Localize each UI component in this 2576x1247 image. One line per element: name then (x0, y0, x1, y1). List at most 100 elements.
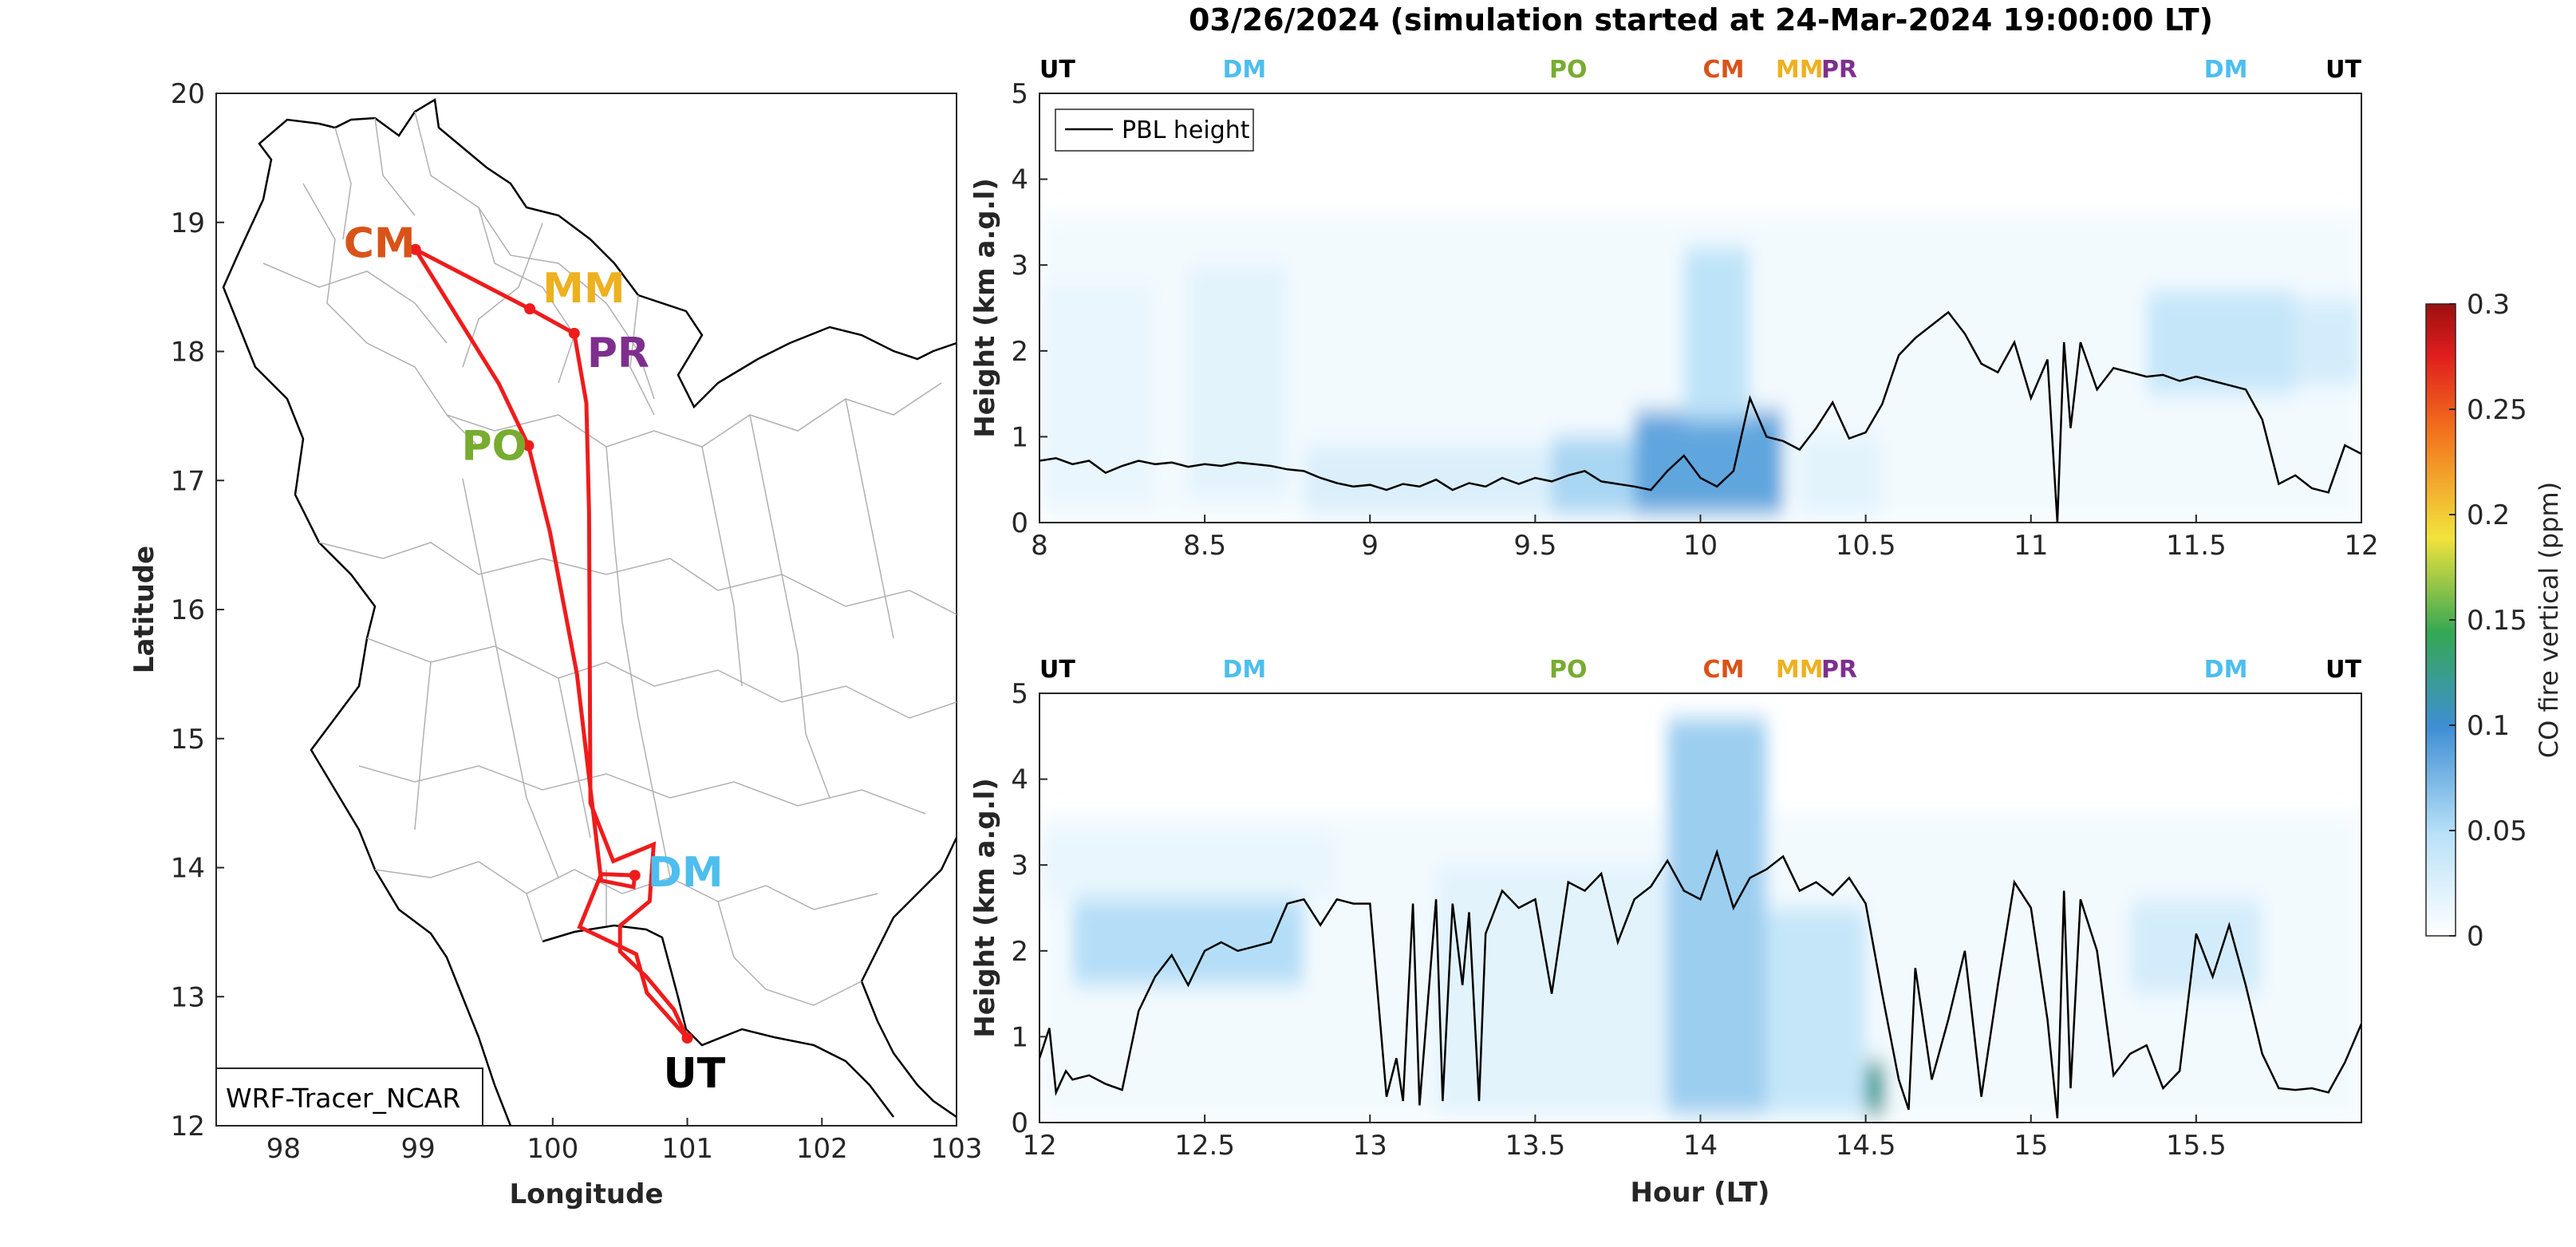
top-y-tick-label: 0 (1011, 507, 1028, 539)
map-sites: CM MM PR PO DM UT (344, 220, 726, 1098)
bottom-x-tick-label: 15 (2014, 1130, 2048, 1162)
map-x-tick-label: 99 (400, 1133, 435, 1165)
site-marker-ut (681, 1032, 693, 1044)
top-site-label-ut: UT (1039, 56, 1075, 84)
top-heat-cell (1039, 282, 1155, 506)
top-x-tick-label: 10.5 (1836, 530, 1896, 562)
colorbar-tick-label: 0.3 (2467, 289, 2510, 321)
map-y-tick-label: 18 (171, 337, 205, 369)
map-y-tick-label: 20 (171, 78, 205, 110)
bottom-heat-cell (1865, 1062, 1886, 1115)
bottom-site-label-cm: CM (1703, 656, 1745, 684)
top-site-label-mm: MM (1776, 56, 1824, 84)
bottom-x-tick-label: 13.5 (1505, 1130, 1566, 1162)
top-x-tick-label: 9.5 (1513, 530, 1556, 562)
map-xlabel: Longitude (509, 1178, 663, 1210)
colorbar-tick-label: 0 (2467, 921, 2484, 953)
country-border-north (238, 97, 957, 409)
colorbar-tick-label: 0.25 (2467, 394, 2527, 426)
bottom-site-label-mm: MM (1776, 656, 1824, 684)
site-marker-mm (524, 303, 536, 315)
top-heat-cell (1634, 411, 1784, 515)
top-x-tick-label: 9 (1361, 530, 1379, 562)
legend: PBL height (1055, 109, 1254, 152)
top-heat-cell (2146, 290, 2296, 394)
model-label: WRF-Tracer_NCAR (226, 1083, 460, 1114)
site-label-ut: UT (664, 1050, 726, 1098)
top-site-label-ut: UT (2326, 56, 2361, 84)
map-boundaries (222, 97, 957, 1126)
colorbar: 0 0.05 0.1 0.15 0.2 0.25 0.3 CO fire vertical … (2425, 289, 2564, 953)
top-y-tick-label: 2 (1011, 336, 1028, 368)
map-x-tick-label: 103 (931, 1133, 983, 1165)
bottom-x-tick-label: 14 (1683, 1130, 1718, 1162)
top-x-tick-label: 11 (2014, 530, 2048, 562)
bottom-heatmap (1039, 719, 2361, 1123)
bottom-xlabel: Hour (LT) (1631, 1177, 1770, 1209)
top-y-ticks: 0 1 2 3 4 5 (1011, 78, 1047, 539)
model-label-box (215, 1067, 483, 1127)
bottom-x-tick-label: 12.5 (1174, 1130, 1235, 1162)
bottom-y-ticks: 0 1 2 3 4 5 (1011, 678, 1047, 1139)
bottom-y-tick-label: 3 (1011, 850, 1028, 882)
top-x-ticks: 8 8.5 9 9.5 10 10.5 11 11.5 12 (1031, 515, 2379, 562)
site-label-dm: DM (648, 849, 724, 897)
bottom-site-label-ut: UT (2326, 656, 2361, 684)
map-y-tick-label: 17 (171, 465, 205, 497)
bottom-site-label-ut: UT (1039, 656, 1075, 684)
top-heat-cell (1304, 445, 1552, 515)
colorbar-tick-label: 0.1 (2467, 710, 2510, 742)
top-site-label-pr: PR (1821, 56, 1857, 84)
map-panel: CM MM PR PO DM UT 98 99 100 101 102 103 12 13 14 15 16… (128, 78, 982, 1210)
map-y-tick-label: 13 (171, 981, 205, 1013)
bottom-site-label-dm: DM (2204, 656, 2248, 684)
top-heat-cell (1188, 265, 1288, 497)
map-y-tick-label: 19 (171, 207, 205, 239)
top-heat-cell (1799, 436, 1883, 515)
top-heat-cell (1683, 247, 1750, 420)
bottom-y-tick-label: 5 (1011, 678, 1028, 710)
site-label-mm: MM (542, 265, 625, 313)
bottom-site-label-po: PO (1549, 656, 1588, 684)
bottom-site-label-pr: PR (1821, 656, 1857, 684)
site-marker-po (523, 440, 535, 452)
site-marker-dm (629, 870, 641, 882)
bottom-site-label-dm: DM (1222, 656, 1266, 684)
transect-route (409, 244, 689, 1040)
top-x-tick-label: 8 (1031, 530, 1048, 562)
top-site-label-cm: CM (1703, 56, 1745, 84)
country-border-west (222, 251, 512, 1126)
map-x-tick-label: 100 (527, 1133, 578, 1165)
top-site-label-po: PO (1549, 56, 1588, 84)
colorbar-tick-label: 0.15 (2467, 605, 2527, 637)
colorbar-label: CO fire vertical (ppm) (2534, 482, 2564, 758)
bottom-pbl-line (1039, 849, 2361, 1119)
province-boundaries (262, 111, 957, 1006)
map-x-tick-label: 102 (796, 1133, 848, 1165)
top-x-tick-label: 8.5 (1183, 530, 1226, 562)
bottom-heat-cell (1667, 719, 1767, 1115)
top-x-tick-label: 10 (1683, 530, 1718, 562)
bottom-y-tick-label: 0 (1011, 1107, 1028, 1139)
top-x-tick-label: 11.5 (2166, 530, 2227, 562)
top-heatmap (1039, 213, 2361, 523)
colorbar-tick-label: 0.2 (2467, 499, 2510, 531)
bottom-x-tick-label: 13 (1353, 1130, 1387, 1162)
legend-label: PBL height (1122, 116, 1250, 144)
bottom-heat-cell (2130, 899, 2262, 994)
top-heat-cell (2295, 299, 2361, 385)
map-y-ticks: 12 13 14 15 16 17 18 19 20 (171, 78, 224, 1142)
bottom-heat-cell (1039, 831, 1337, 900)
top-ylabel: Height (km a.g.l) (969, 178, 1001, 438)
bottom-y-tick-label: 2 (1011, 936, 1028, 968)
top-pbl-line (1039, 310, 2361, 523)
site-marker-cm (409, 243, 421, 255)
map-x-tick-label: 98 (266, 1133, 301, 1165)
top-x-tick-label: 12 (2344, 530, 2378, 562)
top-y-tick-label: 1 (1011, 421, 1028, 453)
